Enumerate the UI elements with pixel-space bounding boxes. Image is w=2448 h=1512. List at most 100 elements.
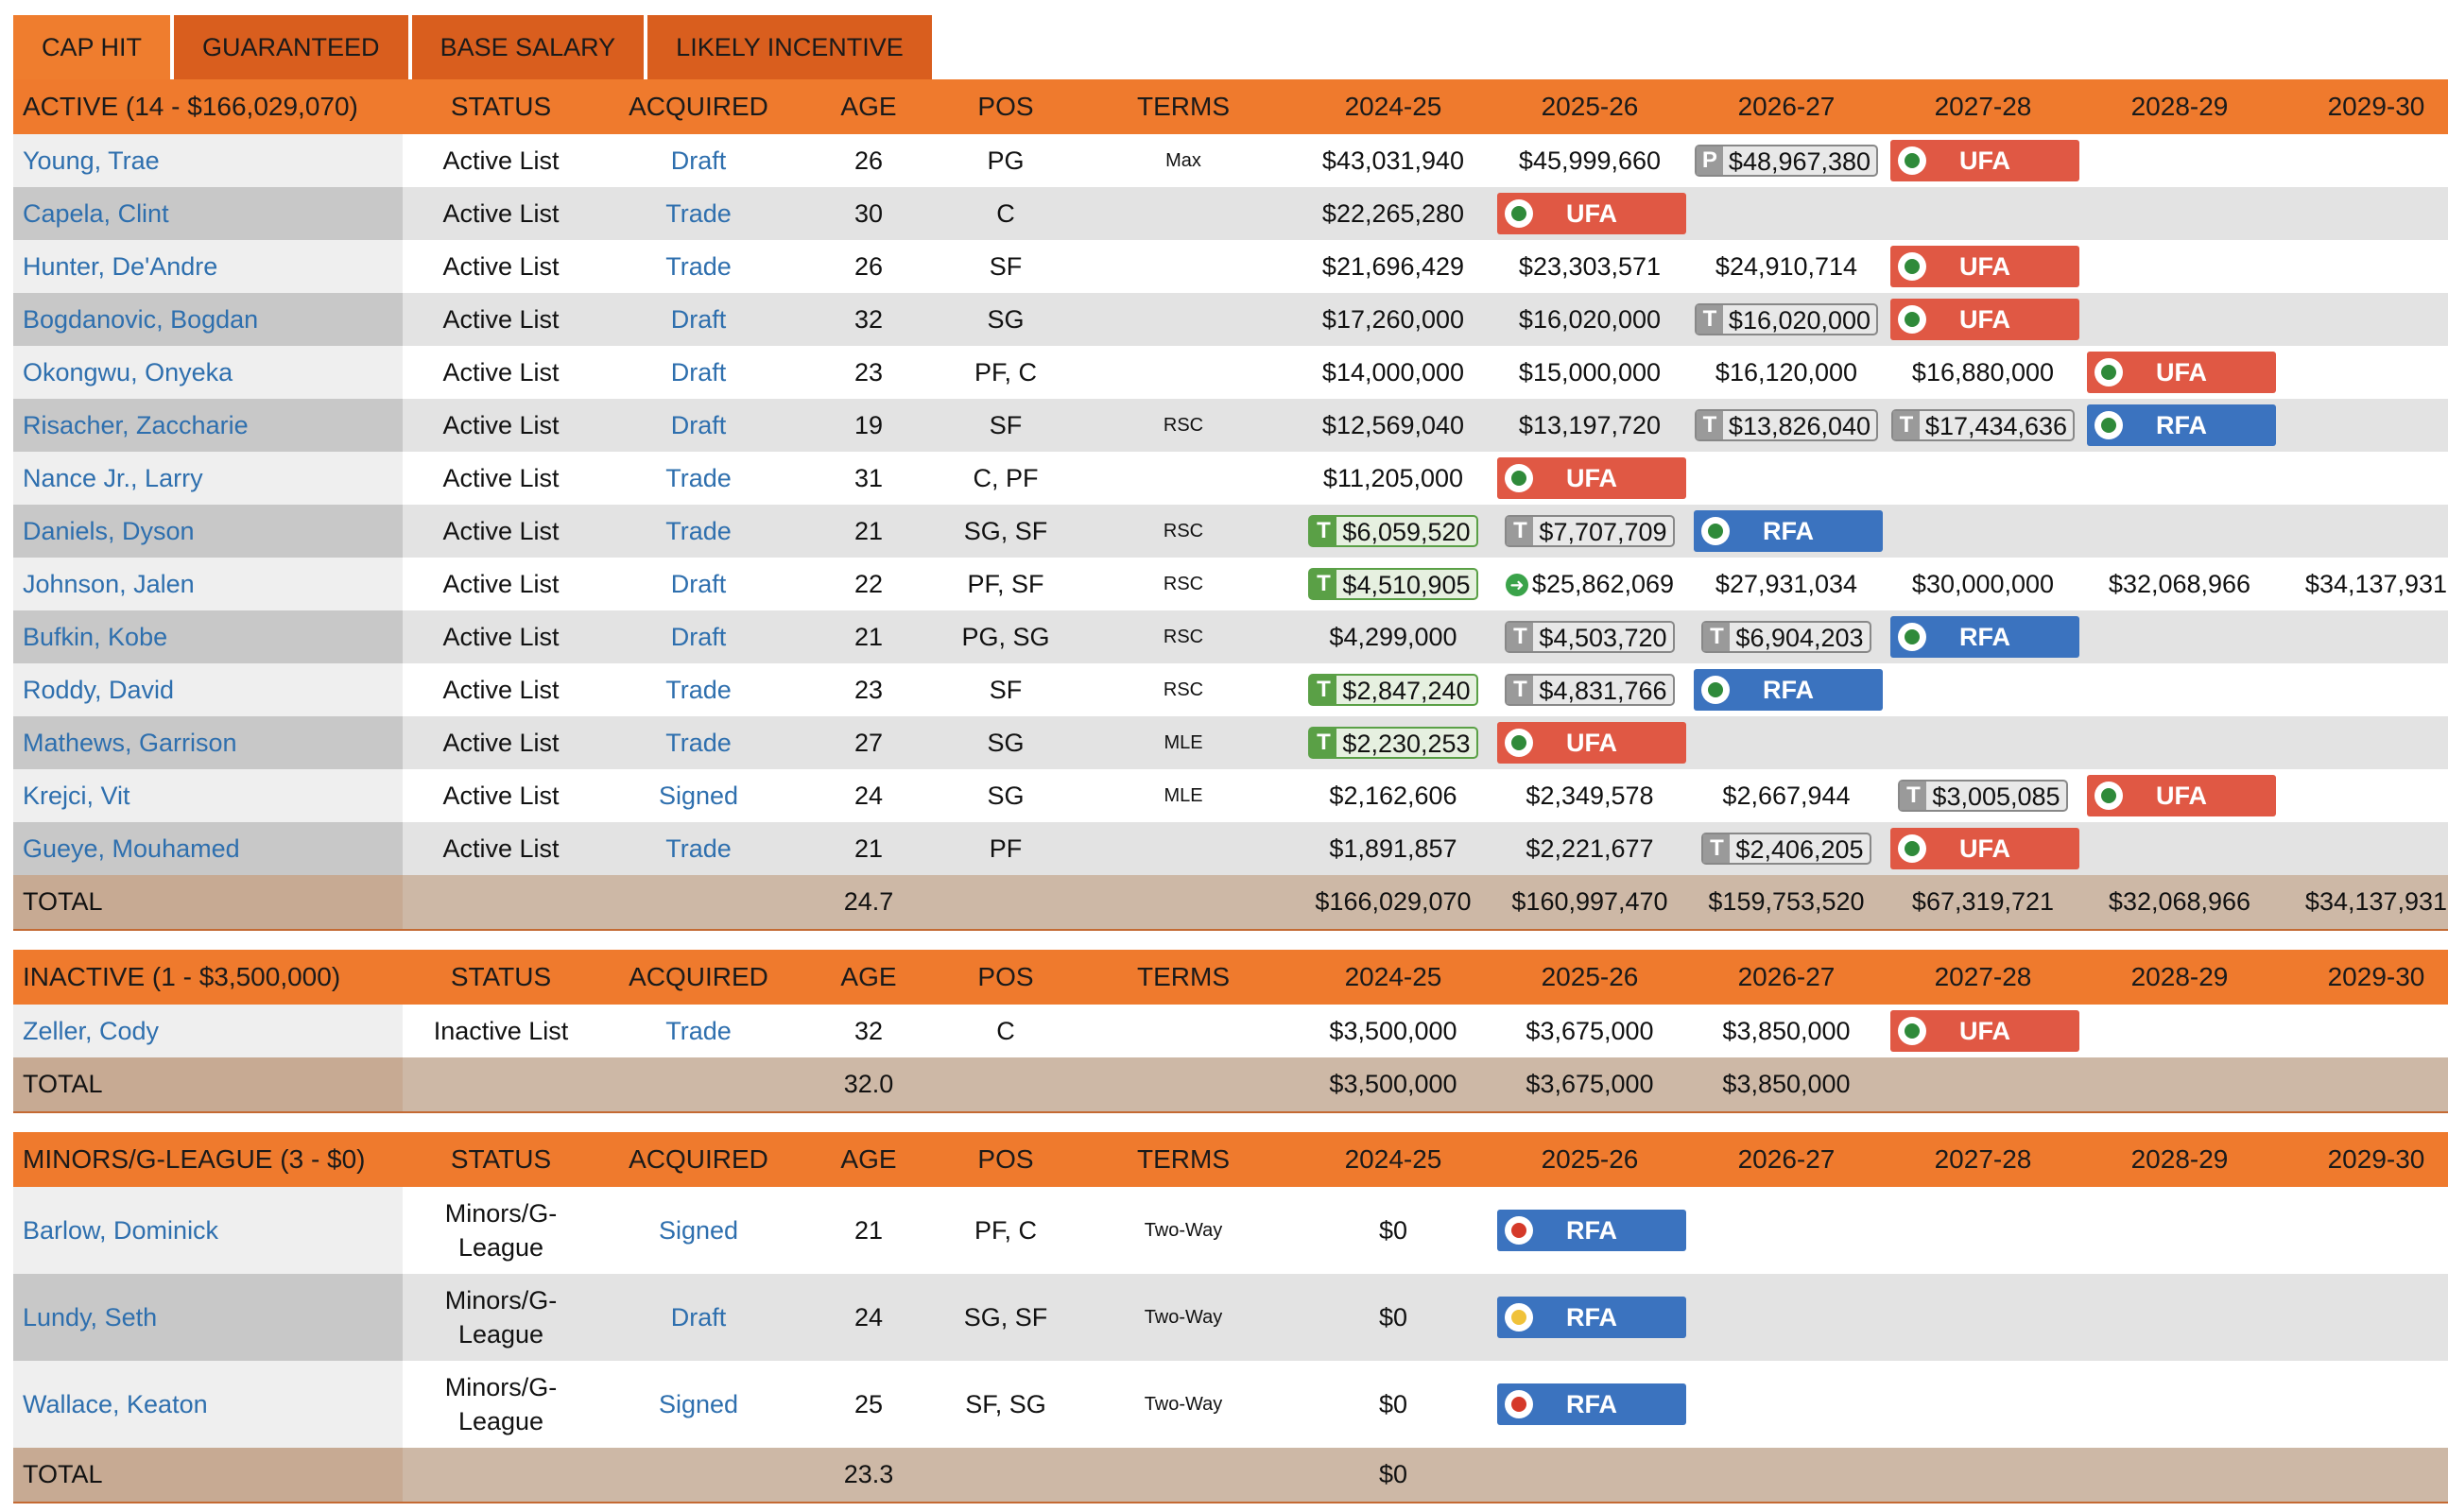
- column-header[interactable]: 2027-28: [1934, 92, 2032, 121]
- option-salary-box[interactable]: T $6,059,520: [1308, 515, 1478, 547]
- player-link[interactable]: Capela, Clint: [23, 198, 169, 228]
- player-link[interactable]: Bogdanovic, Bogdan: [23, 304, 259, 334]
- free-agent-badge[interactable]: RFA: [1497, 1210, 1686, 1251]
- column-header[interactable]: POS: [977, 1144, 1034, 1174]
- column-header[interactable]: STATUS: [450, 1144, 552, 1174]
- column-header[interactable]: 2027-28: [1934, 1144, 2032, 1174]
- player-link[interactable]: Young, Trae: [23, 146, 160, 175]
- column-header[interactable]: 2027-28: [1934, 962, 2032, 991]
- column-header[interactable]: 2026-27: [1737, 1144, 1836, 1174]
- acquired-link[interactable]: Draft: [670, 569, 727, 598]
- player-link[interactable]: Roddy, David: [23, 675, 175, 704]
- column-header[interactable]: STATUS: [450, 962, 552, 991]
- column-header[interactable]: AGE: [840, 1144, 897, 1174]
- acquired-link[interactable]: Trade: [665, 463, 732, 492]
- column-header[interactable]: 2028-29: [2130, 1144, 2229, 1174]
- acquired-link[interactable]: Trade: [665, 1016, 732, 1045]
- column-header[interactable]: POS: [977, 962, 1034, 991]
- acquired-link[interactable]: Draft: [670, 357, 727, 387]
- player-link[interactable]: Hunter, De'Andre: [23, 251, 218, 281]
- player-link[interactable]: Barlow, Dominick: [23, 1215, 219, 1245]
- acquired-link[interactable]: Draft: [670, 622, 727, 651]
- column-header[interactable]: 2024-25: [1344, 92, 1442, 121]
- free-agent-badge[interactable]: UFA: [2087, 352, 2276, 393]
- player-link[interactable]: Okongwu, Onyeka: [23, 357, 233, 387]
- player-link[interactable]: Krejci, Vit: [23, 781, 130, 810]
- player-link[interactable]: Daniels, Dyson: [23, 516, 195, 545]
- acquired-link[interactable]: Draft: [670, 1302, 727, 1332]
- tab-cap-hit[interactable]: CAP HIT: [13, 15, 171, 79]
- column-header[interactable]: POS: [977, 92, 1034, 121]
- tab-likely-incentive[interactable]: LIKELY INCENTIVE: [647, 15, 932, 79]
- free-agent-badge[interactable]: RFA: [1890, 616, 2079, 658]
- acquired-link[interactable]: Draft: [670, 146, 727, 175]
- option-salary-box[interactable]: T $2,230,253: [1308, 727, 1478, 759]
- column-header[interactable]: 2029-30: [2327, 92, 2425, 121]
- player-link[interactable]: Risacher, Zaccharie: [23, 410, 249, 439]
- free-agent-badge[interactable]: UFA: [2087, 775, 2276, 816]
- free-agent-badge[interactable]: UFA: [1497, 722, 1686, 764]
- option-salary-box[interactable]: T $7,707,709: [1505, 515, 1675, 547]
- option-salary-box[interactable]: T $2,406,205: [1701, 833, 1871, 865]
- acquired-link[interactable]: Trade: [665, 675, 732, 704]
- player-link[interactable]: Gueye, Mouhamed: [23, 833, 240, 863]
- free-agent-badge[interactable]: UFA: [1890, 828, 2079, 869]
- free-agent-badge[interactable]: UFA: [1497, 457, 1686, 499]
- acquired-link[interactable]: Signed: [658, 1389, 739, 1418]
- acquired-link[interactable]: Signed: [658, 781, 739, 810]
- column-header[interactable]: ACQUIRED: [629, 962, 768, 991]
- column-header[interactable]: 2024-25: [1344, 1144, 1442, 1174]
- option-salary-box[interactable]: T $17,434,636: [1890, 409, 2076, 441]
- player-link[interactable]: Johnson, Jalen: [23, 569, 195, 598]
- tab-guaranteed[interactable]: GUARANTEED: [174, 15, 408, 79]
- column-header[interactable]: 2028-29: [2130, 962, 2229, 991]
- column-header[interactable]: AGE: [840, 92, 897, 121]
- player-link[interactable]: Nance Jr., Larry: [23, 463, 203, 492]
- free-agent-badge[interactable]: RFA: [2087, 404, 2276, 446]
- player-link[interactable]: Lundy, Seth: [23, 1302, 158, 1332]
- option-salary-box[interactable]: T $16,020,000: [1694, 303, 1879, 335]
- column-header[interactable]: 2025-26: [1541, 1144, 1639, 1174]
- free-agent-badge[interactable]: UFA: [1497, 193, 1686, 234]
- column-header[interactable]: STATUS: [450, 92, 552, 121]
- acquired-link[interactable]: Signed: [658, 1215, 739, 1245]
- column-header[interactable]: ACQUIRED: [629, 92, 768, 121]
- column-header[interactable]: 2025-26: [1541, 962, 1639, 991]
- column-header[interactable]: TERMS: [1137, 962, 1230, 991]
- acquired-link[interactable]: Trade: [665, 516, 732, 545]
- column-header[interactable]: 2025-26: [1541, 92, 1639, 121]
- acquired-link[interactable]: Trade: [665, 728, 732, 757]
- option-salary-box[interactable]: T $4,831,766: [1505, 674, 1675, 706]
- free-agent-badge[interactable]: RFA: [1497, 1297, 1686, 1338]
- acquired-link[interactable]: Draft: [670, 410, 727, 439]
- column-header[interactable]: 2026-27: [1737, 962, 1836, 991]
- player-link[interactable]: Bufkin, Kobe: [23, 622, 168, 651]
- column-header[interactable]: 2024-25: [1344, 962, 1442, 991]
- option-salary-box[interactable]: T $3,005,085: [1898, 780, 2068, 812]
- free-agent-badge[interactable]: RFA: [1694, 669, 1883, 711]
- free-agent-badge[interactable]: UFA: [1890, 299, 2079, 340]
- free-agent-badge[interactable]: RFA: [1497, 1383, 1686, 1425]
- column-header[interactable]: 2026-27: [1737, 92, 1836, 121]
- option-salary-box[interactable]: T $4,503,720: [1505, 621, 1675, 653]
- option-salary-box[interactable]: P $48,967,380: [1694, 145, 1879, 177]
- player-link[interactable]: Zeller, Cody: [23, 1016, 160, 1045]
- free-agent-badge[interactable]: RFA: [1694, 510, 1883, 552]
- column-header[interactable]: 2029-30: [2327, 1144, 2425, 1174]
- column-header[interactable]: ACQUIRED: [629, 1144, 768, 1174]
- option-salary-box[interactable]: T $6,904,203: [1701, 621, 1871, 653]
- option-salary-box[interactable]: T $13,826,040: [1694, 409, 1879, 441]
- column-header[interactable]: 2028-29: [2130, 92, 2229, 121]
- player-link[interactable]: Wallace, Keaton: [23, 1389, 208, 1418]
- option-salary-box[interactable]: T $4,510,905: [1308, 568, 1478, 600]
- free-agent-badge[interactable]: UFA: [1890, 1010, 2079, 1052]
- free-agent-badge[interactable]: UFA: [1890, 140, 2079, 181]
- column-header[interactable]: TERMS: [1137, 1144, 1230, 1174]
- column-header[interactable]: 2029-30: [2327, 962, 2425, 991]
- free-agent-badge[interactable]: UFA: [1890, 246, 2079, 287]
- option-salary-box[interactable]: T $2,847,240: [1308, 674, 1478, 706]
- column-header[interactable]: AGE: [840, 962, 897, 991]
- player-link[interactable]: Mathews, Garrison: [23, 728, 237, 757]
- acquired-link[interactable]: Trade: [665, 198, 732, 228]
- acquired-link[interactable]: Draft: [670, 304, 727, 334]
